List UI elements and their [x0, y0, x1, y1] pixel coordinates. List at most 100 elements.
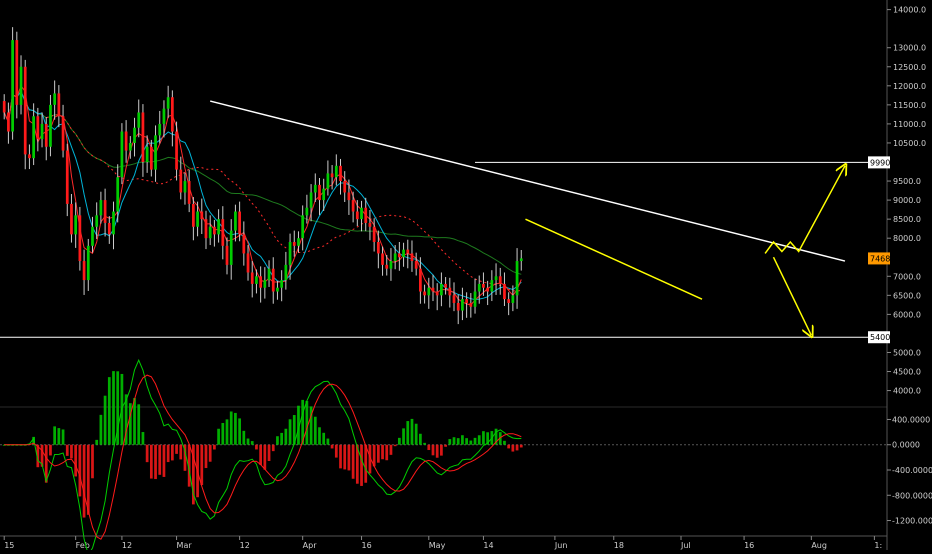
macd-histogram-bar-negative: [255, 444, 258, 450]
macd-line: [4, 358, 522, 554]
bearish-candle: [2, 101, 6, 113]
bearish-candle: [507, 299, 511, 303]
macd-histogram-bar-negative: [519, 444, 523, 448]
time-tick-label: 14: [483, 541, 493, 550]
macd-histogram-bar-positive: [473, 437, 477, 445]
macd-histogram-bar-positive: [318, 427, 321, 445]
macd-histogram-bar-negative: [389, 444, 393, 455]
bearish-candle: [330, 173, 334, 178]
price-tick-label: 12500.0: [893, 63, 926, 72]
time-tick-label: 12: [122, 541, 132, 550]
macd-histogram-bar-positive: [242, 430, 246, 445]
bearish-projection-arrow: [772, 256, 812, 335]
bullish-candle: [255, 276, 258, 284]
price-tick-label: 5000.0: [893, 348, 921, 357]
price-marker-box: [868, 156, 890, 169]
time-tick-label: 12: [240, 541, 250, 550]
time-tick-label: Jul: [680, 541, 691, 550]
bullish-candle: [322, 188, 326, 201]
bullish-candle: [280, 280, 284, 288]
bearish-candle: [486, 287, 490, 292]
macd-signal-line: [4, 374, 522, 540]
bearish-candle: [170, 97, 174, 132]
macd-histogram-bar-positive: [112, 371, 115, 445]
bearish-candle: [292, 242, 296, 246]
price-tick-label: 11000.0: [893, 120, 926, 129]
macd-histogram-bar-negative: [36, 444, 40, 468]
bearish-candle: [423, 291, 426, 296]
macd-histogram-bar-positive: [225, 419, 229, 445]
bullish-candle: [158, 123, 162, 136]
red-moving-average: [3, 84, 522, 306]
time-tick-label: May: [429, 541, 446, 550]
bearish-candle: [372, 226, 376, 242]
bullish-candle: [461, 299, 464, 311]
macd-histogram-bar-negative: [267, 444, 271, 462]
macd-histogram-bar-positive: [246, 438, 250, 445]
bearish-candle: [78, 215, 82, 262]
macd-histogram-bar-negative: [170, 444, 174, 461]
macd-histogram-bar-negative: [339, 444, 342, 469]
bearish-candle: [364, 207, 368, 223]
price-tick-label: 11500.0: [893, 101, 926, 110]
bearish-candle: [107, 222, 111, 235]
bullish-candle: [74, 215, 78, 235]
macd-histogram-bar-positive: [448, 439, 452, 445]
macd-histogram-bar-positive: [456, 438, 460, 445]
bearish-candle: [250, 272, 254, 284]
bearish-candle: [36, 116, 40, 140]
macd-histogram-bar-negative: [149, 444, 153, 479]
macd-histogram-bar-positive: [276, 436, 279, 445]
macd-histogram-bar-positive: [128, 403, 132, 445]
macd-histogram-bar-positive: [57, 428, 61, 445]
bullish-candle: [112, 211, 115, 235]
bearish-candle: [187, 181, 191, 204]
macd-histogram-bar-negative: [82, 444, 86, 518]
macd-histogram-bar-negative: [74, 444, 78, 477]
time-tick-label: 16: [362, 541, 372, 550]
macd-histogram-bar-positive: [486, 432, 490, 445]
bearish-candle: [465, 299, 468, 303]
dotted-moving-average: [3, 90, 522, 292]
time-tick-label: 15: [4, 541, 14, 550]
bearish-candle: [503, 283, 506, 300]
macd-histogram-bar-positive: [494, 428, 498, 445]
bearish-candle: [448, 287, 452, 296]
bullish-projection-arrow: [764, 166, 845, 254]
bearish-candle: [246, 253, 250, 273]
macd-histogram-bar-negative: [65, 444, 69, 456]
macd-tick-label: -1200.0000: [892, 517, 932, 526]
bearish-candle: [482, 283, 485, 288]
yellow-trendline: [525, 218, 703, 300]
price-marker-box: [868, 252, 890, 265]
macd-histogram-bar-negative: [381, 444, 384, 460]
bearish-candle: [347, 192, 351, 201]
bullish-candle: [49, 104, 52, 147]
macd-histogram-bar-negative: [158, 444, 162, 475]
macd-tick-label: 0.0000: [892, 441, 920, 450]
macd-histogram-bar-positive: [23, 444, 27, 446]
price-marker-label: 9990.0: [870, 158, 898, 167]
bullish-candle: [494, 276, 498, 281]
macd-histogram-bar-positive: [288, 419, 292, 445]
bearish-candle: [61, 116, 65, 151]
macd-histogram-bar-positive: [482, 431, 485, 445]
macd-histogram-bar-positive: [124, 394, 128, 445]
bearish-candle: [28, 154, 31, 159]
bearish-candle: [213, 226, 216, 235]
price-tick-label: 8500.0: [893, 215, 921, 224]
bearish-candle: [57, 93, 61, 117]
macd-histogram-bar-negative: [355, 444, 359, 484]
bullish-candle: [360, 207, 363, 220]
time-tick-label: Jun: [554, 541, 568, 550]
bullish-candle: [32, 116, 35, 159]
macd-histogram-bar-negative: [435, 444, 439, 458]
price-tick-label: 12000.0: [893, 82, 926, 91]
bullish-candle: [389, 261, 393, 269]
macd-histogram-bar-positive: [423, 442, 426, 445]
price-tick-label: 7000.0: [893, 272, 921, 281]
macd-histogram-bar-negative: [515, 444, 519, 451]
price-marker-box: [868, 331, 890, 344]
